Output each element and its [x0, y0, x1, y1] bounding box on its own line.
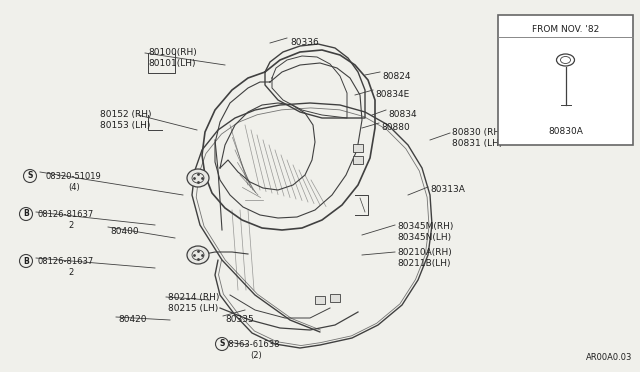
Bar: [353, 144, 363, 152]
Text: 08126-81637: 08126-81637: [38, 210, 94, 219]
Text: 80345M(RH): 80345M(RH): [397, 222, 453, 231]
Text: 80210A(RH): 80210A(RH): [397, 248, 452, 257]
Circle shape: [19, 208, 33, 221]
Circle shape: [19, 254, 33, 267]
Text: 80153 (LH): 80153 (LH): [100, 121, 150, 130]
Text: 80830 (RH): 80830 (RH): [452, 128, 504, 137]
Text: B: B: [23, 257, 29, 266]
Text: 80215 (LH): 80215 (LH): [168, 304, 218, 313]
Text: S: S: [28, 171, 33, 180]
Text: 08126-81637: 08126-81637: [38, 257, 94, 266]
Text: S: S: [220, 340, 225, 349]
Text: 80214 (RH): 80214 (RH): [168, 293, 220, 302]
Text: 80335: 80335: [225, 315, 253, 324]
Text: 80880: 80880: [381, 123, 410, 132]
Text: 08320-51019: 08320-51019: [45, 172, 100, 181]
Text: 80100(RH): 80100(RH): [148, 48, 196, 57]
Text: FROM NOV. '82: FROM NOV. '82: [532, 25, 599, 33]
Text: 80152 (RH): 80152 (RH): [100, 110, 152, 119]
Text: 80345N(LH): 80345N(LH): [397, 233, 451, 242]
Text: 80831 (LH): 80831 (LH): [452, 139, 502, 148]
Text: 08363-61638: 08363-61638: [224, 340, 280, 349]
Text: AR00A0.03: AR00A0.03: [586, 353, 632, 362]
Text: 80830A: 80830A: [548, 126, 583, 135]
Text: 80313A: 80313A: [430, 185, 465, 194]
Text: 80336: 80336: [290, 38, 319, 47]
Ellipse shape: [187, 246, 209, 264]
Text: 80834: 80834: [388, 110, 417, 119]
Text: 2: 2: [68, 268, 73, 277]
Text: 2: 2: [68, 221, 73, 230]
Text: 80211B(LH): 80211B(LH): [397, 259, 451, 268]
Text: B: B: [23, 209, 29, 218]
Bar: [315, 296, 325, 304]
Text: (2): (2): [250, 351, 262, 360]
Circle shape: [216, 337, 228, 350]
Text: 80824: 80824: [382, 72, 410, 81]
Ellipse shape: [187, 169, 209, 187]
Text: 80834E: 80834E: [375, 90, 409, 99]
Bar: [330, 294, 340, 302]
Bar: [353, 156, 363, 164]
Text: 80400: 80400: [110, 227, 139, 236]
Bar: [498, 15, 633, 145]
Text: (4): (4): [68, 183, 80, 192]
Text: 80420: 80420: [118, 315, 147, 324]
Text: 80101(LH): 80101(LH): [148, 59, 195, 68]
Circle shape: [24, 170, 36, 183]
